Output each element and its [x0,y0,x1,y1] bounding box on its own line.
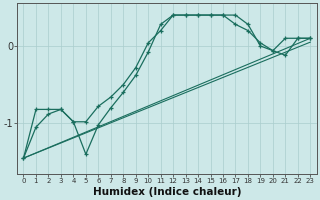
X-axis label: Humidex (Indice chaleur): Humidex (Indice chaleur) [93,187,241,197]
